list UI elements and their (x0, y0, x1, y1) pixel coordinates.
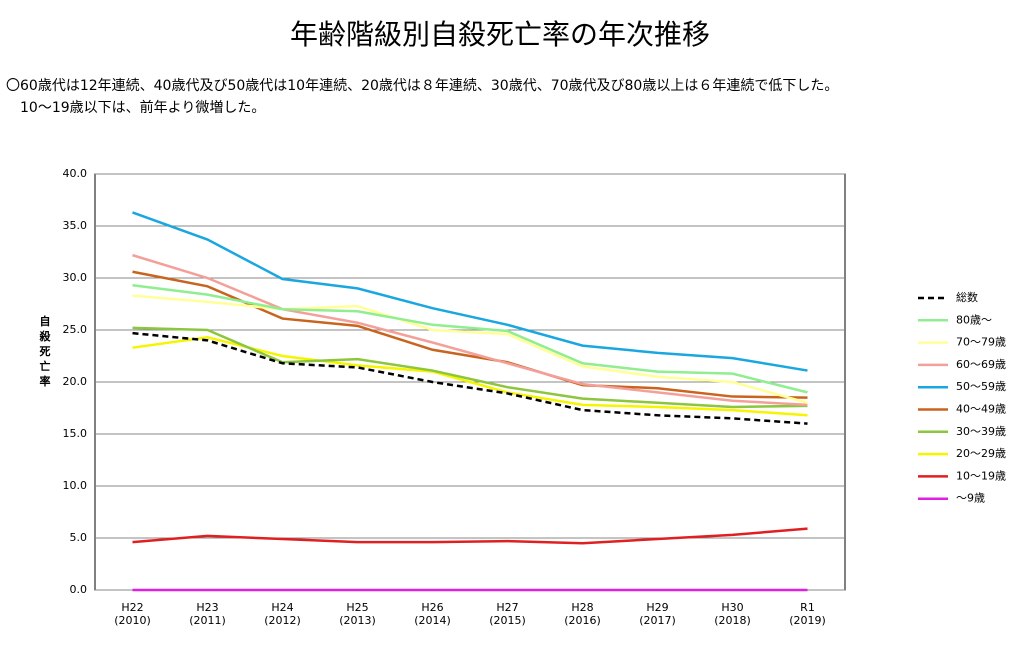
x-tick-label: (2019) (789, 614, 826, 627)
x-tick-label: (2015) (489, 614, 526, 627)
x-tick-label: (2016) (564, 614, 601, 627)
series-line (132, 211, 808, 372)
x-tick-label: (2014) (414, 614, 451, 627)
legend-label: 70～79歳 (956, 336, 1006, 349)
y-tick-label: 20.0 (63, 375, 88, 388)
series-line (132, 326, 808, 409)
x-tick-label: H23 (196, 601, 218, 614)
x-tick-label: H26 (421, 601, 443, 614)
series-line (132, 527, 808, 545)
x-tick-label: H24 (271, 601, 293, 614)
x-tick-label: (2018) (714, 614, 751, 627)
x-tick-label: (2010) (114, 614, 151, 627)
y-axis-label: 自殺死亡率 (39, 314, 52, 388)
x-tick-label: H29 (646, 601, 668, 614)
chart-title: 年齢階級別自殺死亡率の年次推移 (290, 18, 710, 51)
legend-label: 40～49歳 (956, 403, 1006, 416)
x-tick-label: H30 (721, 601, 743, 614)
series-line (132, 284, 808, 394)
note: 10～19歳以下は、前年より微増した。 (20, 99, 265, 116)
series-line (132, 253, 808, 407)
x-tick-label: H28 (571, 601, 593, 614)
x-tick-label: (2012) (264, 614, 301, 627)
legend-label: 30～39歳 (956, 425, 1006, 438)
note: 〇60歳代は12年連続、40歳代及び50歳代は10年連続、20歳代は８年連続、3… (6, 77, 838, 94)
y-tick-label: 15.0 (63, 427, 88, 440)
x-tick-label: R1 (800, 601, 815, 614)
x-tick-label: (2011) (189, 614, 226, 627)
y-tick-label: 0.0 (70, 583, 88, 596)
x-tick-label: (2017) (639, 614, 676, 627)
legend-label: 20～29歳 (956, 447, 1006, 460)
legend-label: 50～59歳 (956, 380, 1006, 393)
y-tick-label: 35.0 (63, 219, 88, 232)
x-tick-label: H22 (121, 601, 143, 614)
legend-label: 総数 (956, 290, 978, 304)
legend-label: 10～19歳 (956, 469, 1006, 482)
legend-label: 80歳～ (956, 313, 992, 326)
y-tick-label: 10.0 (63, 479, 88, 492)
y-tick-label: 30.0 (63, 271, 88, 284)
x-tick-label: H27 (496, 601, 518, 614)
legend-label: 60～69歳 (956, 358, 1006, 371)
series-line (132, 331, 808, 425)
y-tick-label: 25.0 (63, 323, 88, 336)
series-line (132, 294, 808, 405)
legend-label: ～9歳 (956, 492, 985, 505)
x-tick-label: (2013) (339, 614, 376, 627)
y-tick-label: 5.0 (70, 531, 88, 544)
y-tick-label: 40.0 (63, 167, 88, 180)
x-tick-label: H25 (346, 601, 368, 614)
